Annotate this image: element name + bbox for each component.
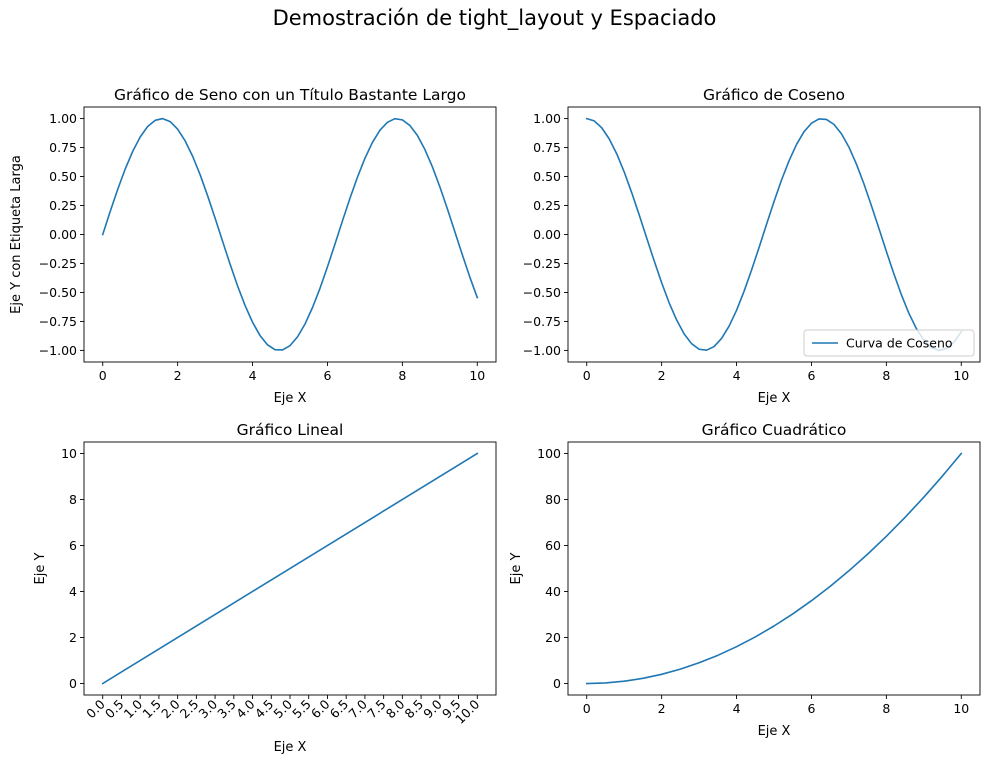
y-tick-label: 0.50 bbox=[49, 169, 77, 184]
y-tick-label: −1.00 bbox=[39, 343, 77, 358]
y-tick-label: 0.00 bbox=[533, 227, 561, 242]
x-tick-label: 0 bbox=[583, 701, 591, 716]
y-axis-label: Eje Y con Etiqueta Larga bbox=[9, 155, 24, 314]
x-tick-label: 0 bbox=[583, 368, 591, 383]
y-tick-label: 100 bbox=[537, 446, 561, 461]
y-tick-label: 1.00 bbox=[533, 111, 561, 126]
figure-suptitle: Demostración de tight_layout y Espaciado bbox=[272, 6, 717, 30]
x-tick-label: 8 bbox=[882, 701, 890, 716]
x-axis-label: Eje X bbox=[274, 391, 307, 406]
y-tick-label: 0 bbox=[553, 676, 561, 691]
x-tick-label: 2 bbox=[658, 368, 666, 383]
x-tick-label: 2 bbox=[174, 368, 182, 383]
y-tick-label: 20 bbox=[545, 630, 561, 645]
chart-title: Gráfico de Seno con un Título Bastante L… bbox=[114, 86, 466, 104]
y-tick-label: 0.75 bbox=[533, 140, 561, 155]
x-tick-label: 0 bbox=[99, 368, 107, 383]
x-axis-label: Eje X bbox=[758, 391, 791, 406]
y-tick-label: 0 bbox=[69, 676, 77, 691]
chart-title: Gráfico Cuadrático bbox=[702, 421, 847, 439]
y-tick-label: −0.25 bbox=[39, 256, 77, 271]
chart-1: 0 2 4 6 8 10 −1.00 −0.75 −0.50 −0.25 0.00 0.25 0.50 0… bbox=[9, 86, 497, 406]
y-tick-label: 6 bbox=[69, 538, 77, 553]
y-tick-label: 0.50 bbox=[533, 169, 561, 184]
series-line-1 bbox=[101, 452, 479, 685]
y-tick-label: 0.25 bbox=[533, 198, 561, 213]
series-line-1 bbox=[101, 117, 479, 351]
x-axis-label: Eje X bbox=[274, 740, 307, 755]
y-tick-label: −1.00 bbox=[523, 343, 561, 358]
axes-frame bbox=[567, 441, 981, 696]
y-tick-label: 1.00 bbox=[49, 111, 77, 126]
y-tick-label: −0.50 bbox=[39, 285, 77, 300]
chart-title: Gráfico de Coseno bbox=[703, 86, 845, 104]
chart-title: Gráfico Lineal bbox=[237, 421, 344, 439]
y-tick-label: 0.75 bbox=[49, 140, 77, 155]
y-tick-label: −0.50 bbox=[523, 285, 561, 300]
chart-3: 0.00.51.01.52.02.53.03.54.04.55.05.56.06… bbox=[33, 421, 497, 755]
y-tick-label: 0.25 bbox=[49, 198, 77, 213]
y-axis-label: Eje Y bbox=[33, 552, 48, 584]
legend-box bbox=[803, 329, 975, 357]
x-tick-label: 6 bbox=[807, 701, 815, 716]
x-tick-label: 10 bbox=[953, 368, 969, 383]
y-tick-label: 4 bbox=[69, 584, 77, 599]
y-tick-label: 80 bbox=[545, 492, 561, 507]
x-tick-label: 4 bbox=[733, 368, 741, 383]
x-tick-label: 10 bbox=[953, 701, 969, 716]
legend: Curva de Coseno bbox=[803, 329, 975, 357]
x-tick-label: 4 bbox=[249, 368, 257, 383]
y-axis-label: Eje Y bbox=[509, 552, 524, 584]
x-tick-label: 6 bbox=[807, 368, 815, 383]
x-tick-label: 10 bbox=[469, 368, 485, 383]
x-tick-label: 8 bbox=[398, 368, 406, 383]
y-tick-label: 60 bbox=[545, 538, 561, 553]
y-tick-label: 2 bbox=[69, 630, 77, 645]
axes-frame bbox=[83, 106, 497, 363]
x-tick-label: 6 bbox=[323, 368, 331, 383]
y-tick-label: 0.00 bbox=[49, 227, 77, 242]
y-tick-label: 8 bbox=[69, 492, 77, 507]
series-line-1 bbox=[585, 452, 963, 685]
y-tick-label: 10 bbox=[61, 446, 77, 461]
y-tick-label: −0.75 bbox=[39, 314, 77, 329]
x-tick-label: 2 bbox=[658, 701, 666, 716]
y-tick-label: −0.75 bbox=[523, 314, 561, 329]
legend-label: Curva de Coseno bbox=[846, 336, 953, 351]
y-tick-label: −0.25 bbox=[523, 256, 561, 271]
x-tick-label: 8 bbox=[882, 368, 890, 383]
x-axis-label: Eje X bbox=[758, 724, 791, 739]
chart-2: 0 2 4 6 8 10 −1.00 −0.75 −0.50 −0.25 0.00 0.25 0.50 0… bbox=[523, 86, 981, 406]
axes-frame bbox=[567, 106, 981, 363]
x-tick-label: 4 bbox=[733, 701, 741, 716]
y-tick-label: 40 bbox=[545, 584, 561, 599]
series-line-1 bbox=[585, 117, 963, 352]
